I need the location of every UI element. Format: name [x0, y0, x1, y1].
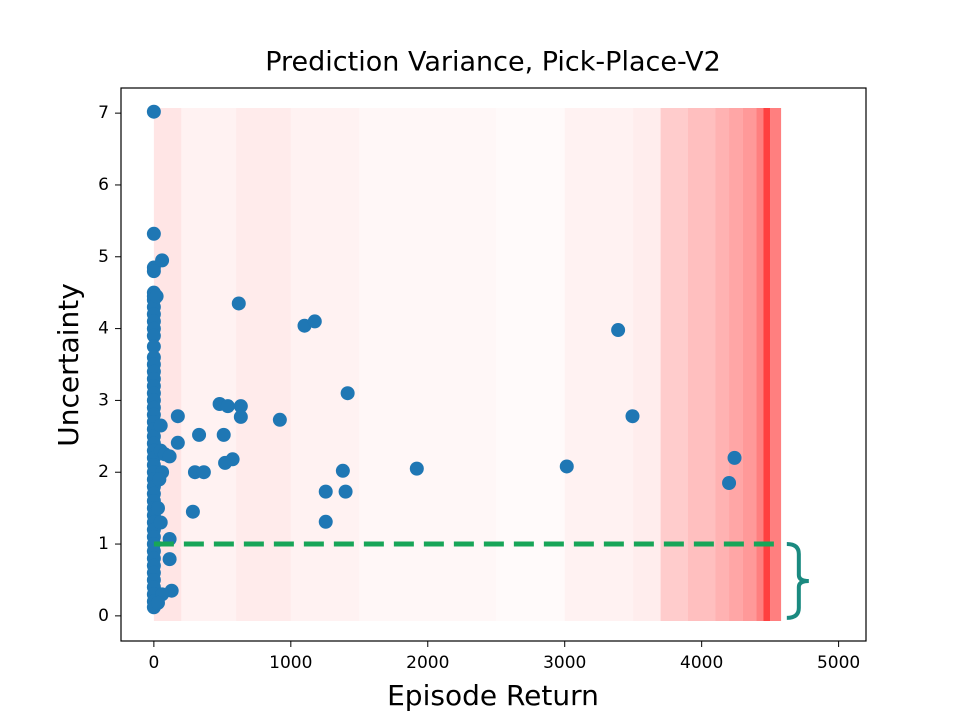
point	[170, 435, 185, 450]
shading-band	[633, 108, 661, 621]
point	[272, 412, 287, 427]
shading-band	[181, 108, 237, 621]
shading-band	[290, 108, 360, 621]
point	[153, 418, 168, 433]
x-tick-label: 3000	[543, 653, 586, 673]
point	[146, 328, 161, 343]
point	[196, 465, 211, 480]
y-axis-label: Uncertainty	[52, 283, 85, 447]
point	[162, 449, 177, 464]
y-tick-label: 3	[98, 390, 109, 410]
point	[727, 450, 742, 465]
y-tick-label: 5	[98, 247, 109, 267]
shading-band	[564, 108, 634, 621]
point	[409, 461, 424, 476]
shading-band	[763, 108, 771, 621]
point	[307, 314, 322, 329]
point	[155, 253, 170, 268]
point	[146, 339, 161, 354]
y-tick-label: 6	[98, 175, 109, 195]
y-tick-label: 0	[98, 606, 109, 626]
chart-title: Prediction Variance, Pick-Place-V2	[265, 47, 721, 78]
shading-band	[756, 108, 764, 621]
x-tick-label: 5000	[817, 653, 860, 673]
point	[149, 289, 164, 304]
point	[338, 484, 353, 499]
point	[722, 476, 737, 490]
point	[146, 264, 161, 279]
plot-frame	[120, 87, 867, 642]
shading-band	[715, 108, 730, 621]
x-tick-label: 0	[148, 653, 159, 673]
point	[611, 323, 626, 338]
point	[150, 595, 165, 610]
point	[559, 459, 574, 474]
x-tick-label: 1000	[269, 653, 312, 673]
x-axis-label: Episode Return	[387, 679, 599, 712]
point	[233, 409, 248, 424]
point	[335, 463, 350, 478]
shading-band	[742, 108, 757, 621]
point	[225, 452, 240, 467]
shading-band	[687, 108, 716, 621]
point	[233, 399, 248, 414]
y-tick-label: 4	[98, 319, 109, 339]
shading-band	[236, 108, 291, 621]
point	[146, 226, 161, 241]
shading-band	[729, 108, 743, 621]
point	[625, 409, 640, 424]
point	[152, 472, 167, 487]
point	[162, 552, 177, 567]
point	[192, 427, 207, 442]
x-tick-label: 4000	[680, 653, 723, 673]
point	[170, 409, 185, 424]
point	[216, 427, 231, 442]
point	[153, 515, 168, 530]
y-tick-label: 7	[98, 103, 109, 123]
point	[318, 514, 333, 529]
point	[318, 484, 333, 499]
point	[185, 504, 200, 519]
point	[340, 386, 355, 401]
point	[220, 399, 235, 414]
y-tick-label: 2	[98, 462, 109, 482]
point	[150, 501, 165, 516]
shading-band	[660, 108, 688, 621]
bracket	[786, 542, 809, 620]
point	[231, 296, 246, 311]
point	[146, 104, 161, 119]
x-tick-label: 2000	[406, 653, 449, 673]
shading-band	[770, 108, 782, 621]
y-tick-label: 1	[98, 534, 109, 554]
